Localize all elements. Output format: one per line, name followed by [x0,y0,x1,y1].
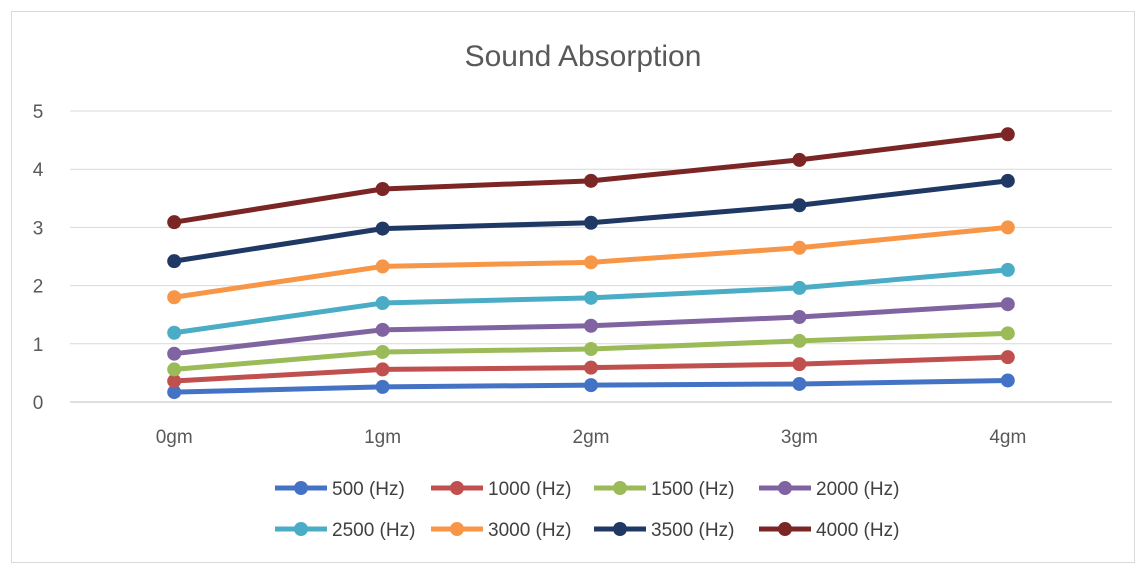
data-point [792,310,807,325]
series-group [167,127,1015,400]
data-point [792,333,807,348]
x-axis-ticks: 0gm 1gm 2gm 3gm 4gm [156,427,1027,448]
legend-item: 2500 (Hz) [275,520,415,541]
data-point [584,173,598,188]
series-6 [167,220,1015,305]
data-point [792,152,807,167]
data-point [1000,373,1015,388]
data-point [1000,220,1015,235]
legend-item: 3500 (Hz) [594,520,734,541]
data-point [167,215,182,230]
series-2 [167,350,1015,389]
legend-swatch-marker [613,522,627,536]
data-point [375,322,390,337]
legend-swatch-marker [294,481,308,495]
data-point [1000,127,1015,142]
legend-item: 500 (Hz) [275,479,405,500]
y-tick-label: 0 [33,393,44,414]
data-point [1000,173,1015,188]
data-point [584,378,598,393]
data-point [584,290,598,305]
legend-item: 4000 (Hz) [759,520,899,541]
y-tick-label: 2 [33,277,44,298]
series-3 [167,326,1015,377]
data-point [584,360,598,375]
legend-swatch-marker [613,481,627,495]
data-point [584,318,598,333]
data-point [167,325,182,340]
data-point [1000,262,1015,277]
chart-border [11,11,1135,563]
series-5 [167,262,1015,340]
data-point [584,342,598,357]
legend-label: 1000 (Hz) [488,479,571,500]
data-point [584,255,598,270]
data-point [167,346,182,361]
legend-label: 2500 (Hz) [332,520,415,541]
data-point [1000,326,1015,341]
legend-swatch-marker [294,522,308,536]
legend-item: 3000 (Hz) [431,520,571,541]
data-point [167,374,182,389]
data-point [375,181,390,196]
y-axis-ticks: 0 1 2 3 4 5 [33,102,44,414]
data-point [792,198,807,213]
data-point [792,280,807,295]
legend-item: 1000 (Hz) [431,479,571,500]
data-point [584,215,598,230]
data-point [1000,297,1015,312]
x-tick-label: 3gm [781,427,818,448]
legend-label: 1500 (Hz) [651,479,734,500]
data-point [167,254,182,269]
legend-label: 500 (Hz) [332,479,405,500]
series-8 [167,127,1015,230]
data-point [375,379,390,394]
legend-label: 3000 (Hz) [488,520,571,541]
series-1 [167,373,1015,400]
data-point [167,290,182,305]
x-tick-label: 2gm [573,427,610,448]
y-tick-label: 5 [33,102,44,123]
data-point [792,240,807,255]
y-tick-label: 4 [33,160,44,181]
y-tick-label: 3 [33,218,44,239]
legend-label: 4000 (Hz) [816,520,899,541]
series-4 [167,297,1015,361]
x-tick-label: 4gm [989,427,1026,448]
legend-swatch-marker [778,522,792,536]
chart-title: Sound Absorption [465,40,702,73]
legend-label: 3500 (Hz) [651,520,734,541]
data-point [792,357,807,372]
data-point [1000,350,1015,365]
legend-swatch-marker [450,481,464,495]
data-point [375,296,390,311]
data-point [167,362,182,377]
series-7 [167,173,1015,269]
legend-swatch-marker [450,522,464,536]
legend: 500 (Hz) 1000 (Hz) 1500 (Hz) 2000 (Hz) 2500 … [275,479,899,541]
data-point [375,221,390,236]
x-tick-label: 1gm [364,427,401,448]
legend-label: 2000 (Hz) [816,479,899,500]
legend-item: 2000 (Hz) [759,479,899,500]
data-point [375,259,390,274]
data-point [792,376,807,391]
legend-swatch-marker [778,481,792,495]
x-tick-label: 0gm [156,427,193,448]
data-point [375,344,390,359]
y-tick-label: 1 [33,335,44,356]
data-point [375,362,390,377]
data-point [167,385,182,400]
legend-item: 1500 (Hz) [594,479,734,500]
